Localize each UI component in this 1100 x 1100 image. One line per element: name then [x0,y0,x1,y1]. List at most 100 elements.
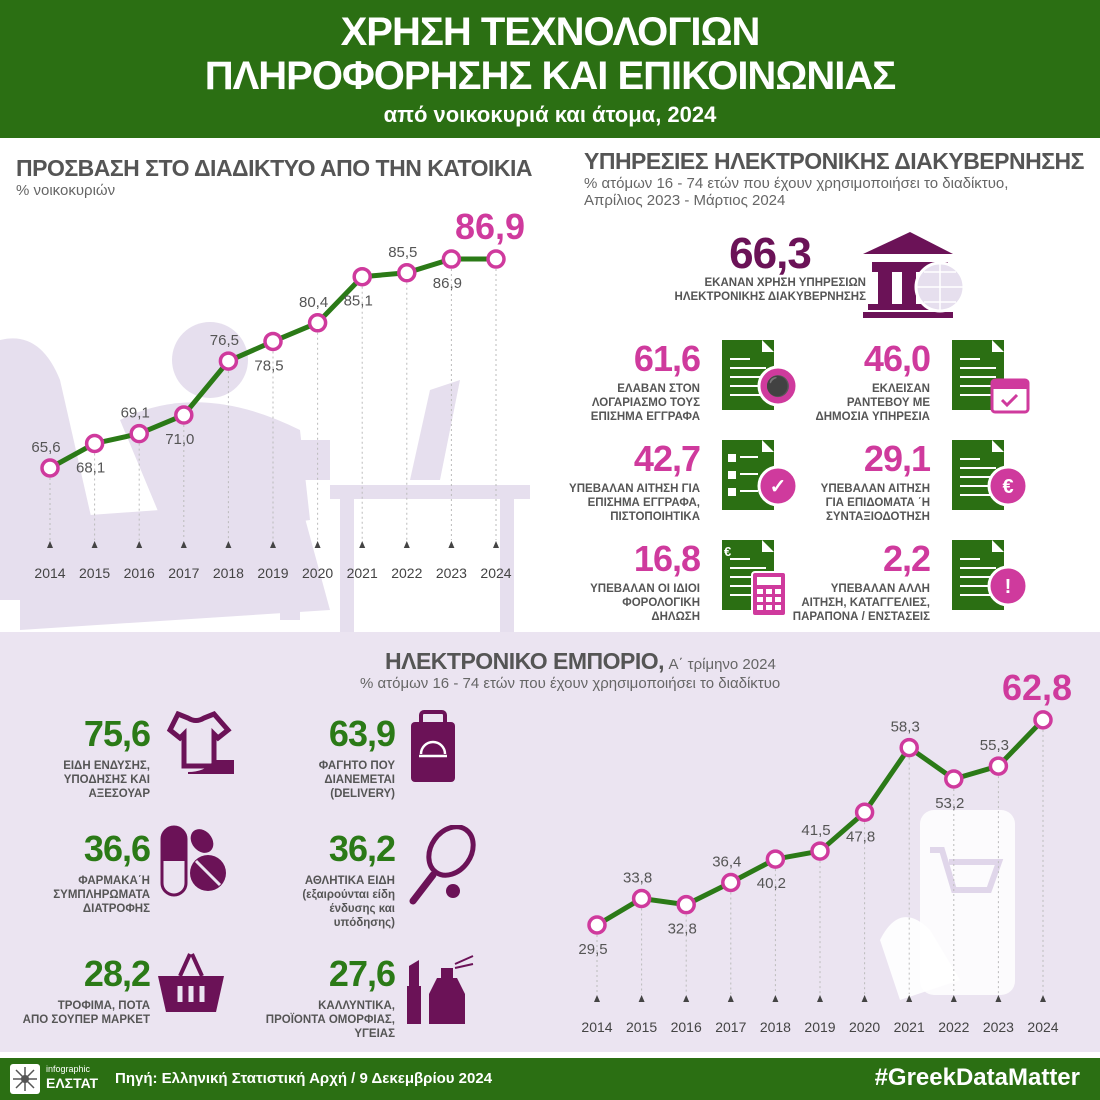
tick-mark [906,995,913,1002]
egov-item: 16,8 ΥΠΕΒΑΛΑΝ ΟΙ ΙΔΙΟΙ ΦΟΡΟΛΟΓΙΚΗ ΔΗΛΩΣΗ [470,540,701,624]
ecommerce-subtitle: % ατόμων 16 - 74 ετών που έχουν χρησιμοπ… [360,675,781,692]
tick-mark [270,541,276,548]
data-point [129,423,149,444]
tick-mark [594,995,600,1002]
ecommerce-item-label: ΦΑΡΜΑΚΑ΄Η ΣΥΜΠΛΗΡΩΜΑΤΑ ΔΙΑΤΡΟΦΗΣ [53,875,150,915]
data-label: 85,1 [344,293,373,310]
title-line-1: ΧΡΗΣΗ ΤΕΧΝΟΛΟΓΙΩΝ [340,10,761,54]
hashtag: #GreekDataMatter [874,1064,1080,1091]
egov-item-label: ΥΠΕΒΑΛΑΝ ΑΙΤΗΣΗ ΓΙΑ ΕΠΙΣΗΜΑ ΕΓΓΡΑΦΑ, ΠΙΣΤΟ… [569,483,700,523]
data-label: 58,3 [891,719,920,736]
data-point [587,915,607,935]
shopping-basket-icon [158,950,238,1035]
data-point [810,841,830,861]
x-tick-label: 2018 [213,565,244,581]
data-point [944,769,964,789]
tick-mark [448,541,455,548]
egov-item: 2,2 ΥΠΕΒΑΛΑΝ ΑΛΛΗ ΑΙΤΗΣΗ, ΚΑΤΑΓΓΕΛΙΕΣ, ΠΑΡ… [700,540,931,624]
source-text: Πηγή: Ελληνική Στατιστική Αρχή / 9 Δεκεμ… [115,1070,493,1087]
phone-hand-illustration [880,810,1015,1000]
x-tick-label: 2021 [347,565,378,581]
data-point [676,894,696,915]
ecommerce-item-value: 75,6 [83,713,151,754]
tick-mark [359,541,366,548]
x-tick-label: 2015 [626,1019,657,1035]
data-label: 78,5 [254,357,283,374]
tick-mark [225,541,232,548]
tick-mark [493,541,499,548]
x-tick-label: 2018 [760,1019,791,1035]
food-delivery-bag-icon [403,710,483,795]
data-point [486,249,506,269]
egov-item-value: 46,0 [863,338,931,379]
data-label: 68,1 [76,459,105,476]
egov-item: 42,7 ΥΠΕΒΑΛΑΝ ΑΙΤΗΣΗ ΓΙΑ ΕΠΙΣΗΜΑ ΕΓΓΡΑΦΑ,… [470,440,701,524]
egov-item-label: ΕΛΑΒΑΝ ΣΤΟΝ ΛΟΓΑΡΙΑΣΜΟ ΤΟΥΣ ΕΠΙΣΗΜΑ ΕΓΓΡΑΦ… [590,383,700,423]
logo-big-text: ΕΛΣΤΑΤ [46,1075,99,1091]
egov-item: 61,6 ΕΛΑΒΑΝ ΣΤΟΝ ΛΟΓΑΡΙΑΣΜΟ ΤΟΥΣ ΕΠΙΣΗΜΑ Ε… [470,340,701,424]
data-label: 36,4 [712,853,741,870]
data-label: 33,8 [623,870,652,887]
data-point [441,249,462,269]
data-point [218,351,239,371]
data-label: 86,9 [433,275,462,292]
tick-mark [683,995,690,1002]
elstat-logo-icon [10,1064,40,1094]
data-point [174,405,194,425]
data-point [899,737,919,758]
data-label: 40,2 [757,875,786,892]
x-tick-label: 2024 [480,565,511,581]
x-tick-label: 2014 [581,1019,612,1035]
svg-text:⚫: ⚫ [766,374,791,398]
pills-icon [158,825,238,910]
internet-access-title: ΠΡΟΣΒΑΣΗ ΣΤΟ ΔΙΑΔΙΚΤΥΟ ΑΠΟ ΤΗΝ ΚΑΤΟΙΚΙΑ [16,155,533,181]
x-tick-label: 2023 [436,565,467,581]
tick-mark [638,995,645,1002]
x-tick-label: 2016 [124,565,155,581]
data-label: 53,2 [935,795,964,812]
x-tick-label: 2024 [1027,1019,1058,1035]
x-tick-label: 2022 [391,565,422,581]
data-point [631,888,652,909]
tick-mark [136,541,143,548]
egov-item-label: ΕΚΛΕΙΣΑΝ ΡΑΝΤΕΒΟΥ ΜΕ ΔΗΜΟΣΙΑ ΥΠΗΡΕΣΙΑ [815,383,930,423]
government-building-globe-icon [863,232,966,318]
ecommerce-item-label: ΕΙΔΗ ΕΝΔΥΣΗΣ, ΥΠΟΔΗΣΗΣ ΚΑΙ ΑΞΕΣΟΥΑΡ [63,760,150,800]
tick-mark [950,995,957,1002]
data-point [1033,710,1053,730]
logo-small-text: infographic [46,1064,91,1074]
x-tick-label: 2014 [34,565,65,581]
egov-subtitle-2: Απρίλιος 2023 - Μάρτιος 2024 [584,192,786,209]
egov-main-label-2: ΗΛΕΚΤΡΟΝΙΚΗΣ ΔΙΑΚΥΒΕΡΝΗΣΗΣ [674,291,866,303]
document-stamp-icon: ⚫ [722,340,804,425]
data-label: 80,4 [299,294,328,311]
data-point [40,458,60,478]
data-label: 32,8 [668,921,697,938]
ecommerce-item-label: ΚΑΛΛΥΝΤΙΚΑ, ΠΡΟΪΟΝΤΑ ΟΜΟΡΦΙΑΣ, ΥΓΕΙΑΣ [265,1000,395,1040]
tennis-racket-icon [403,824,483,910]
line-chart-2: 2014 2015 2016 2017 2018 2019 2020 2021 2022 2023… [578,667,1072,1035]
ecommerce-item-value: 36,6 [83,828,151,869]
data-label: 65,6 [31,439,60,456]
svg-text:€: € [1002,476,1013,498]
tick-mark [1040,995,1046,1002]
egov-subtitle-1: % ατόμων 16 - 74 ετών που έχουν χρησιμοπ… [584,175,1009,192]
data-point [397,263,417,283]
tick-mark [995,995,1002,1002]
ecommerce-item: 75,6 ΕΙΔΗ ΕΝΔΥΣΗΣ, ΥΠΟΔΗΣΗΣ ΚΑΙ ΑΞΕΣΟΥΑΡ [0,713,151,801]
data-point [721,872,741,893]
egov-main-label-1: ΕΚΑΝΑΝ ΧΡΗΣΗ ΥΠΗΡΕΣΙΩΝ [704,277,866,289]
ecommerce-item-label: ΑΘΛΗΤΙΚΑ ΕΙΔΗ (εξαιρούνται είδη ένδυσης κα… [302,875,395,929]
data-label-highlight: 62,8 [1002,667,1072,708]
data-label-highlight: 86,9 [455,206,525,247]
x-tick-label: 2016 [671,1019,702,1035]
svg-text:€: € [724,544,731,559]
x-tick-label: 2022 [938,1019,969,1035]
data-label: 71,0 [165,431,194,448]
tick-mark [772,995,779,1002]
x-tick-label: 2020 [302,565,333,581]
tick-mark [91,541,98,548]
internet-access-subtitle: % νοικοκυριών [16,182,116,199]
